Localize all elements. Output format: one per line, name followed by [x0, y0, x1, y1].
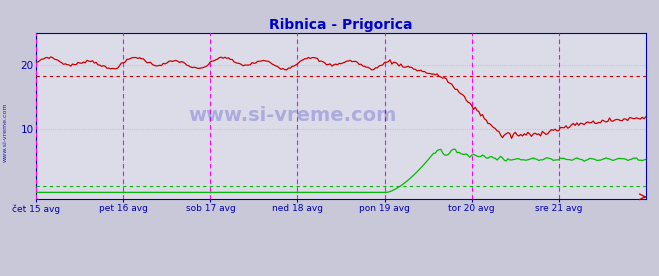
- Text: www.si-vreme.com: www.si-vreme.com: [188, 107, 397, 125]
- Legend: temperatura [C], pretok [m3/s]: temperatura [C], pretok [m3/s]: [237, 275, 445, 276]
- Title: Ribnica - Prigorica: Ribnica - Prigorica: [270, 18, 413, 32]
- Text: www.si-vreme.com: www.si-vreme.com: [3, 103, 8, 162]
